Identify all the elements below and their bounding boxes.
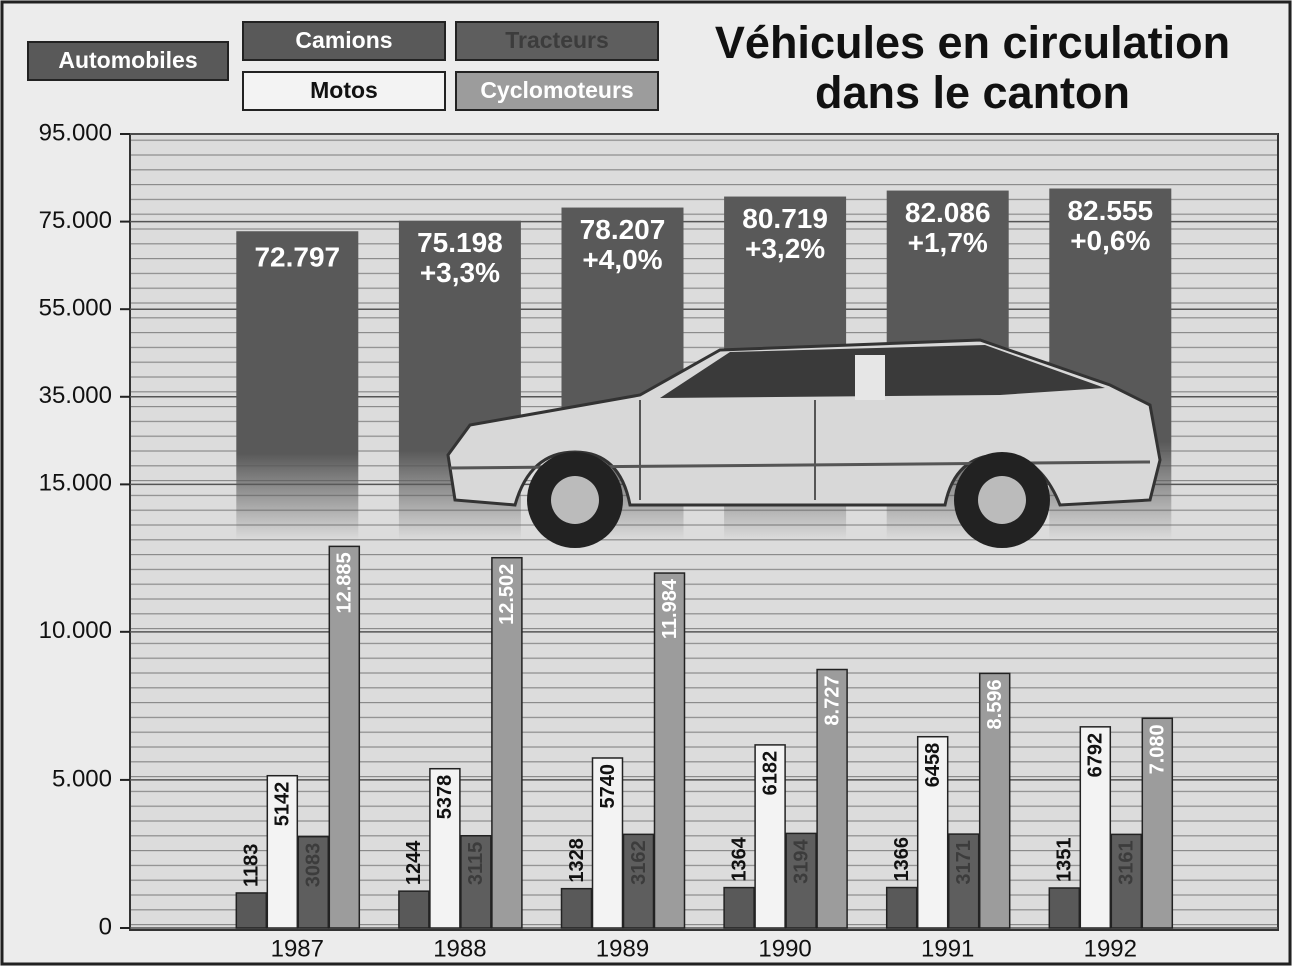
x-tick-label: 1992	[1084, 935, 1137, 962]
y-tick-label: 75.000	[39, 207, 112, 234]
y-tick-label: 55.000	[39, 295, 112, 322]
y-tick-label: 5.000	[52, 765, 112, 792]
value-label: 3083	[303, 843, 325, 888]
value-label: 7.080	[1147, 724, 1169, 774]
value-label: 1366	[891, 837, 913, 882]
y-tick-label: 10.000	[39, 617, 112, 644]
value-label: 8.727	[821, 676, 843, 726]
value-label: 1351	[1054, 837, 1076, 882]
change-label: +4,0%	[582, 244, 662, 275]
change-label: +3,3%	[420, 257, 500, 288]
value-label: 72.797	[254, 242, 340, 273]
value-label: 82.086	[905, 197, 991, 228]
bar	[562, 889, 592, 928]
value-label: 1183	[241, 844, 263, 887]
x-tick-label: 1990	[758, 935, 811, 962]
value-label: 82.555	[1067, 195, 1153, 226]
value-label: 3161	[1116, 840, 1138, 885]
x-tick-label: 1987	[271, 935, 324, 962]
value-label: 11.984	[659, 578, 681, 639]
bar	[1049, 888, 1079, 928]
change-label: +3,2%	[745, 233, 825, 264]
value-label: 75.198	[417, 227, 503, 258]
y-tick-label: 0	[99, 913, 112, 940]
y-tick-label: 15.000	[39, 470, 112, 497]
value-label: 6792	[1085, 733, 1107, 778]
value-label: 1244	[403, 840, 425, 885]
value-label: 3115	[465, 842, 487, 885]
bar	[236, 231, 358, 540]
legend-label: Cyclomoteurs	[480, 77, 633, 103]
bar	[236, 893, 266, 928]
value-label: 78.207	[580, 214, 666, 245]
value-label: 1364	[728, 836, 750, 881]
chart: 0 5.000 10.000 15.000 35.000 55.000 75.000 95.0…	[0, 0, 1292, 966]
value-label: 8.596	[984, 679, 1006, 729]
x-tick-label: 1991	[921, 935, 974, 962]
x-tick-label: 1989	[596, 935, 649, 962]
x-tick-label: 1988	[433, 935, 486, 962]
value-label: 3194	[790, 839, 812, 884]
value-label: 5378	[434, 775, 456, 820]
legend-label: Motos	[310, 77, 378, 103]
value-label: 12.885	[334, 552, 356, 613]
value-label: 12.502	[496, 564, 518, 625]
y-tick-label: 95.000	[39, 119, 112, 146]
value-label: 80.719	[742, 203, 828, 234]
bar	[887, 888, 917, 928]
value-label: 1328	[566, 838, 588, 883]
legend-label: Automobiles	[58, 47, 197, 73]
page: 0 5.000 10.000 15.000 35.000 55.000 75.000 95.0…	[0, 0, 1292, 966]
change-label: +1,7%	[908, 227, 988, 258]
value-label: 3171	[953, 840, 975, 885]
value-label: 6458	[922, 743, 944, 788]
value-label: 5142	[272, 782, 294, 827]
y-tick-label: 35.000	[39, 382, 112, 409]
bar	[724, 888, 754, 928]
bar	[399, 891, 429, 928]
value-label: 6182	[759, 751, 781, 796]
legend-label: Tracteurs	[505, 27, 609, 53]
chart-title: Véhicules en circulation dans le canton	[665, 18, 1280, 118]
value-label: 3162	[628, 840, 650, 885]
value-label: 5740	[597, 764, 619, 809]
legend-label: Camions	[295, 27, 392, 53]
change-label: +0,6%	[1070, 225, 1150, 256]
